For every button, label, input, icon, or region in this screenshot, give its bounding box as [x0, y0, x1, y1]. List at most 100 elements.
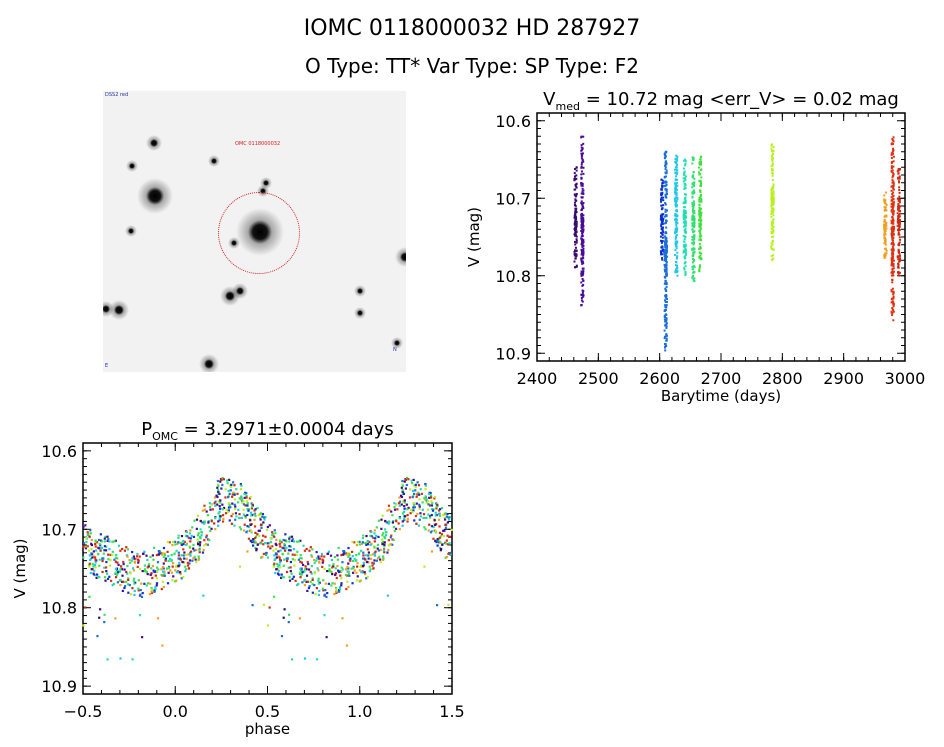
data-point [355, 543, 359, 547]
data-point [581, 278, 584, 281]
data-point [771, 186, 774, 189]
data-point [691, 238, 694, 241]
data-point [169, 569, 172, 572]
data-point [664, 258, 667, 261]
data-point [664, 188, 667, 191]
data-point [891, 278, 894, 281]
data-point [272, 535, 276, 538]
data-point [581, 152, 584, 155]
data-point [574, 257, 577, 260]
data-point [884, 199, 887, 202]
data-point [896, 220, 899, 223]
data-point [182, 539, 185, 543]
data-point [675, 175, 678, 178]
data-point [665, 272, 668, 275]
data-point [347, 567, 350, 570]
data-point [259, 516, 262, 520]
data-point [262, 516, 266, 519]
data-point [183, 540, 186, 544]
data-point [193, 555, 196, 559]
data-point [234, 512, 238, 515]
data-point [661, 207, 664, 210]
data-point [307, 586, 311, 590]
data-point [891, 297, 894, 300]
data-point [771, 188, 774, 191]
data-point [573, 233, 576, 236]
data-point [675, 221, 678, 224]
data-point [698, 213, 701, 216]
data-point [192, 547, 195, 550]
x-tick-label: 1.0 [347, 702, 372, 721]
data-point [890, 264, 893, 267]
data-point [891, 250, 894, 253]
data-point [439, 541, 442, 544]
data-point [770, 147, 773, 150]
data-point [382, 557, 385, 560]
data-point [664, 287, 667, 290]
data-point [417, 484, 421, 487]
data-point [890, 189, 893, 192]
data-point [136, 565, 139, 569]
data-point [408, 496, 412, 499]
data-point [700, 193, 703, 196]
data-point [370, 557, 373, 561]
data-point [428, 515, 432, 518]
data-point [684, 158, 687, 161]
data-point [896, 218, 899, 221]
data-point [352, 567, 355, 570]
data-point [582, 254, 585, 257]
data-point [899, 212, 902, 215]
data-point [675, 182, 678, 185]
data-point [381, 541, 384, 545]
data-point [275, 543, 278, 547]
data-point [205, 534, 208, 537]
data-point [698, 203, 701, 206]
data-point [275, 556, 279, 559]
data-point [373, 532, 376, 535]
data-point [661, 232, 664, 235]
data-point [347, 555, 350, 558]
data-point [181, 541, 184, 545]
data-point [665, 294, 668, 297]
data-point [186, 564, 190, 567]
data-point [574, 240, 577, 243]
data-point [573, 179, 576, 182]
data-point [259, 512, 263, 515]
data-point [103, 576, 107, 579]
data-point [129, 561, 132, 564]
data-point [315, 557, 319, 560]
data-point [683, 193, 686, 196]
data-point [357, 552, 361, 556]
data-point [664, 300, 667, 303]
data-point [183, 551, 186, 554]
data-point [88, 554, 91, 557]
data-point [262, 521, 265, 524]
data-point [580, 253, 583, 256]
data-point [95, 549, 98, 552]
data-point [683, 214, 686, 217]
data-point [167, 559, 170, 563]
data-point [288, 579, 292, 582]
data-point [272, 565, 275, 568]
star [232, 283, 248, 299]
data-point [347, 562, 350, 565]
data-point [891, 216, 894, 219]
data-point [659, 200, 662, 203]
data-point [340, 553, 343, 557]
data-point [580, 203, 583, 206]
data-point [271, 532, 274, 536]
data-point [252, 538, 255, 541]
data-point [126, 548, 130, 551]
data-point [682, 216, 685, 219]
data-point [660, 253, 663, 256]
data-point [664, 279, 667, 282]
data-point [662, 196, 665, 199]
data-point [381, 538, 384, 541]
data-point [177, 536, 180, 540]
data-point [158, 552, 161, 555]
data-point [897, 216, 900, 219]
data-point [85, 540, 88, 544]
data-point [437, 513, 441, 516]
data-point [146, 558, 149, 562]
data-point [772, 183, 775, 186]
